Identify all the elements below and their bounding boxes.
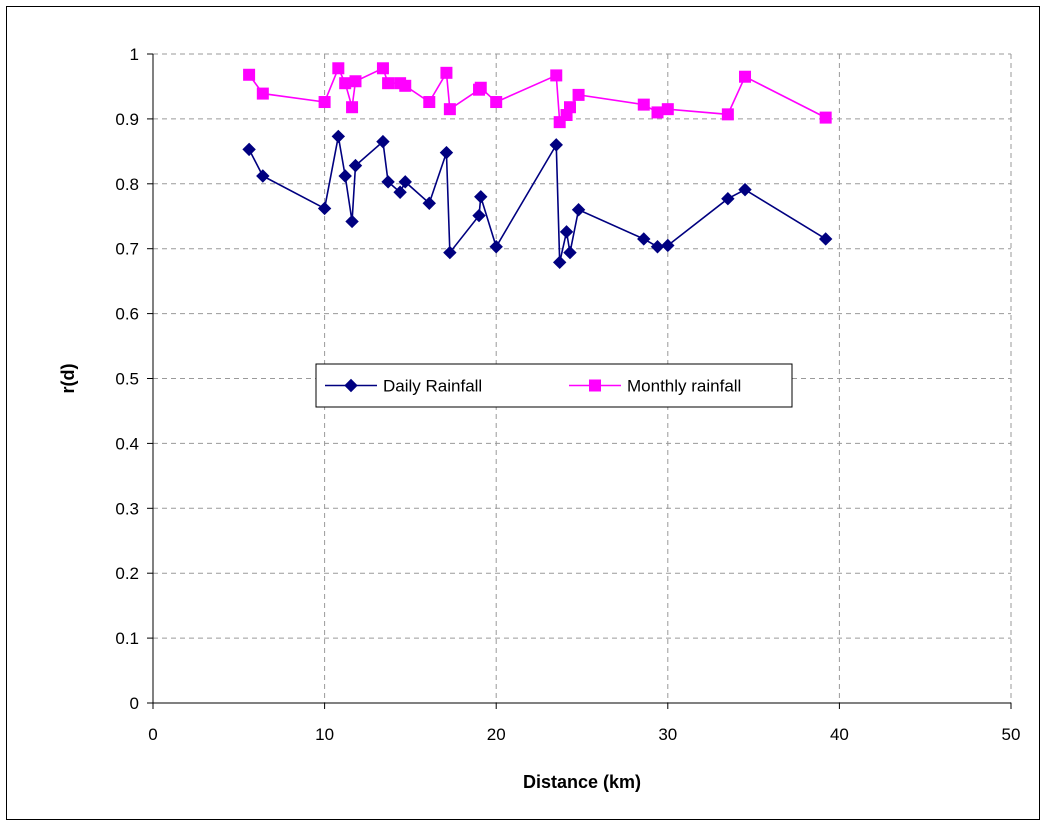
- data-point: [721, 108, 734, 121]
- data-point: [398, 175, 412, 189]
- data-point: [346, 101, 359, 114]
- data-point: [443, 245, 457, 260]
- data-point: [332, 62, 345, 75]
- y-tick-label: 0.6: [115, 305, 139, 324]
- y-tick-label: 0.1: [115, 629, 139, 648]
- x-tick-label: 20: [487, 725, 506, 744]
- data-point: [422, 196, 436, 210]
- y-tick-label: 0.8: [115, 175, 139, 194]
- legend-label: Monthly rainfall: [627, 377, 741, 396]
- data-point: [819, 111, 832, 124]
- y-tick-label: 0.5: [115, 370, 139, 389]
- y-tick-label: 0.9: [115, 110, 139, 129]
- data-point: [739, 70, 752, 83]
- y-axis-title: r(d): [58, 364, 78, 394]
- data-point: [242, 142, 256, 157]
- y-tick-label: 0.7: [115, 240, 139, 259]
- data-point: [563, 101, 576, 114]
- data-point: [661, 238, 675, 253]
- data-point: [348, 158, 363, 173]
- data-point: [661, 103, 674, 116]
- data-point: [349, 75, 362, 88]
- data-point: [318, 96, 331, 109]
- data-point: [650, 240, 665, 254]
- data-point: [571, 203, 586, 217]
- series-1: [243, 62, 832, 129]
- data-point: [553, 116, 566, 129]
- legend-entry: Daily Rainfall: [325, 377, 482, 396]
- data-point: [474, 190, 488, 204]
- legend-marker: [589, 379, 601, 392]
- y-tick-label: 0: [130, 694, 139, 713]
- data-point: [651, 106, 664, 119]
- data-point: [382, 77, 395, 90]
- data-point: [345, 214, 359, 229]
- data-point: [549, 138, 563, 152]
- y-tick-label: 1: [130, 45, 139, 64]
- series-line: [248, 66, 827, 124]
- data-point: [721, 192, 735, 206]
- data-point: [440, 66, 453, 79]
- data-point: [474, 81, 487, 94]
- series-line: [248, 136, 827, 263]
- data-point: [818, 232, 833, 246]
- axes-layer: 00.10.20.30.40.50.60.70.80.910 10 20 30 40 50: [115, 45, 1020, 744]
- data-point: [490, 96, 503, 109]
- legend-box: [315, 363, 793, 408]
- x-tick-label: 50: [1002, 725, 1021, 744]
- data-point: [376, 62, 389, 75]
- data-point: [443, 103, 456, 116]
- data-point: [339, 77, 352, 90]
- chart-area: [6, 6, 1040, 820]
- y-tick-label: 0.3: [115, 499, 139, 518]
- legend: Daily Rainfall Monthly rainfall: [315, 363, 793, 408]
- data-point: [738, 182, 752, 197]
- x-axis-title: Distance (km): [523, 772, 641, 792]
- data-point: [559, 225, 574, 239]
- x-tick-label: 10: [315, 725, 334, 744]
- legend-entry: Monthly rainfall: [569, 377, 741, 396]
- data-point: [338, 169, 352, 183]
- data-point: [423, 96, 436, 109]
- data-point: [376, 134, 390, 149]
- data-point: [472, 208, 486, 223]
- data-point: [317, 201, 332, 216]
- y-tick-label: 0.2: [115, 564, 139, 583]
- data-point: [637, 232, 651, 246]
- data-point: [256, 87, 269, 100]
- data-point: [331, 129, 346, 144]
- data-point: [256, 169, 270, 183]
- legend-marker: [344, 378, 358, 393]
- data-point: [439, 145, 454, 160]
- data-point: [572, 88, 585, 101]
- data-point: [552, 255, 567, 270]
- data-point: [637, 98, 650, 111]
- data-point: [393, 185, 407, 199]
- legend-label: Daily Rainfall: [383, 377, 482, 396]
- data-point: [399, 79, 412, 92]
- y-tick-label: 0.4: [115, 434, 139, 453]
- data-point: [489, 240, 503, 254]
- data-point: [550, 69, 563, 82]
- x-tick-label: 0: [148, 725, 157, 744]
- data-point: [243, 68, 256, 81]
- data-point: [381, 175, 395, 189]
- series-layer: [242, 62, 833, 270]
- data-point: [563, 245, 577, 260]
- series-0: [242, 129, 833, 270]
- x-tick-label: 30: [658, 725, 677, 744]
- x-tick-label: 40: [830, 725, 849, 744]
